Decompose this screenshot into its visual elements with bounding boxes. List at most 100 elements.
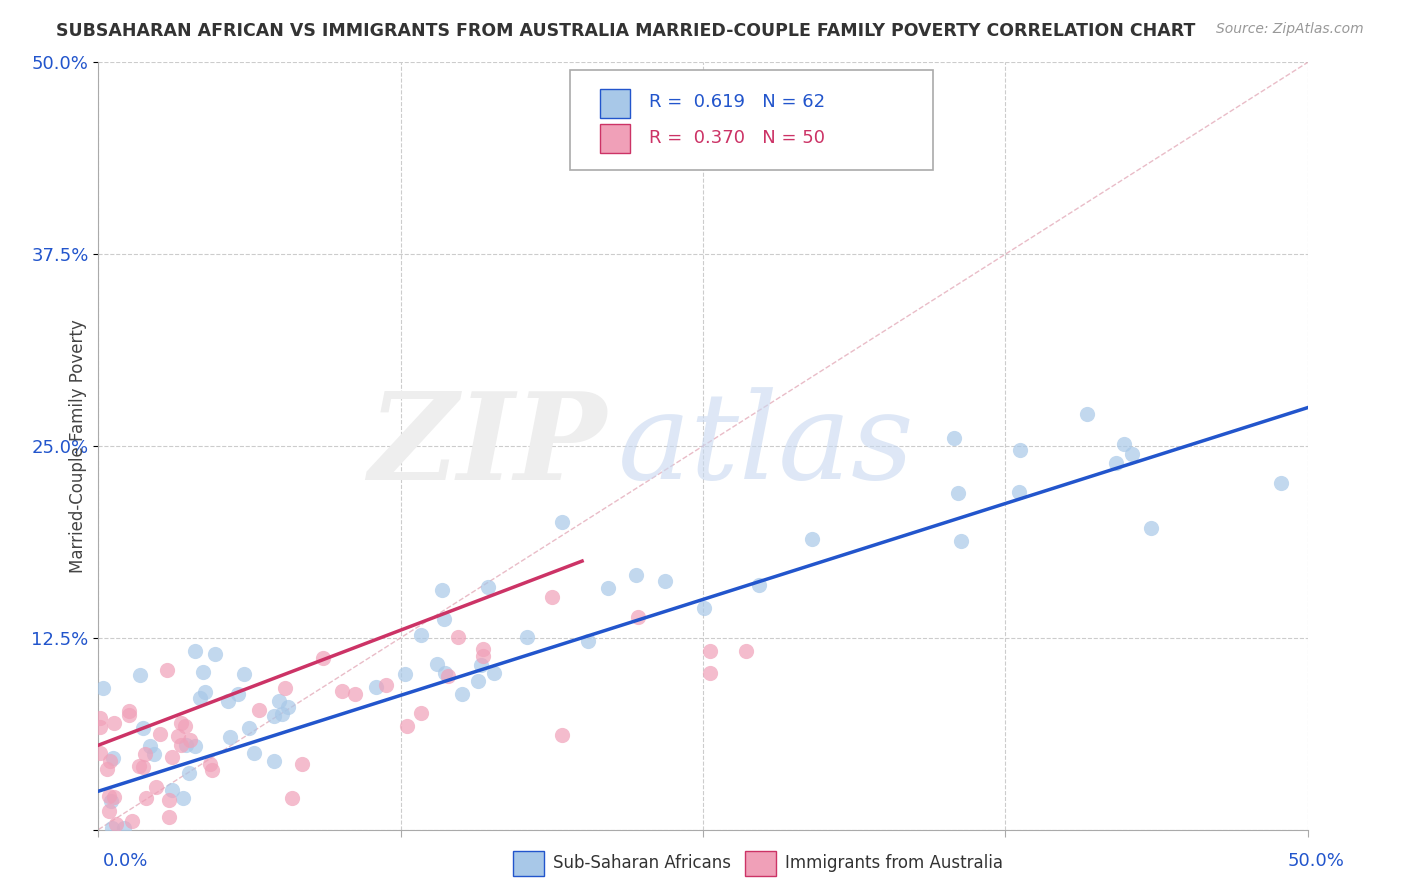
Y-axis label: Married-Couple Family Poverty: Married-Couple Family Poverty bbox=[69, 319, 87, 573]
Point bbox=[654, 574, 676, 588]
Point bbox=[516, 630, 538, 644]
Point bbox=[97, 805, 120, 819]
Point bbox=[143, 747, 166, 761]
Point bbox=[281, 791, 304, 805]
Point bbox=[948, 486, 970, 500]
Point bbox=[172, 791, 194, 805]
Point bbox=[472, 649, 495, 664]
Point bbox=[1112, 436, 1135, 450]
Point bbox=[243, 747, 266, 761]
Point bbox=[228, 687, 250, 701]
Point bbox=[801, 532, 824, 546]
Point bbox=[217, 693, 239, 707]
Point bbox=[128, 758, 150, 772]
Point bbox=[135, 791, 157, 805]
Point bbox=[247, 703, 270, 717]
Point bbox=[96, 762, 118, 776]
Point bbox=[263, 708, 285, 723]
FancyBboxPatch shape bbox=[569, 70, 932, 169]
Point bbox=[103, 751, 125, 765]
Point bbox=[121, 814, 143, 829]
Point bbox=[98, 754, 121, 768]
Point bbox=[409, 706, 432, 721]
Point bbox=[596, 582, 619, 596]
Point bbox=[201, 764, 224, 778]
Point bbox=[942, 431, 965, 445]
Point bbox=[482, 665, 505, 680]
Text: SUBSAHARAN AFRICAN VS IMMIGRANTS FROM AUSTRALIA MARRIED-COUPLE FAMILY POVERTY CO: SUBSAHARAN AFRICAN VS IMMIGRANTS FROM AU… bbox=[56, 22, 1195, 40]
Point bbox=[364, 681, 387, 695]
Point bbox=[101, 821, 124, 835]
Point bbox=[218, 730, 240, 744]
Point bbox=[477, 581, 499, 595]
Text: ZIP: ZIP bbox=[368, 387, 606, 505]
Point bbox=[238, 721, 260, 735]
Point bbox=[1121, 447, 1143, 461]
Text: R =  0.619   N = 62: R = 0.619 N = 62 bbox=[648, 94, 825, 112]
Point bbox=[179, 732, 201, 747]
Text: Source: ZipAtlas.com: Source: ZipAtlas.com bbox=[1216, 22, 1364, 37]
Point bbox=[446, 630, 468, 644]
Point bbox=[89, 711, 111, 725]
Point bbox=[394, 666, 416, 681]
Point bbox=[184, 739, 207, 753]
Point bbox=[112, 821, 135, 835]
Point bbox=[139, 739, 162, 753]
Point bbox=[118, 708, 141, 723]
Point bbox=[157, 810, 180, 824]
Point bbox=[627, 609, 650, 624]
Point bbox=[118, 704, 141, 718]
Point bbox=[274, 681, 297, 695]
Point bbox=[626, 568, 648, 582]
Point bbox=[98, 789, 121, 804]
Point bbox=[1105, 457, 1128, 471]
Point bbox=[1076, 408, 1098, 422]
Point bbox=[232, 667, 254, 681]
Point bbox=[128, 668, 150, 682]
Text: Sub-Saharan Africans: Sub-Saharan Africans bbox=[553, 855, 731, 872]
Point bbox=[748, 578, 770, 592]
Point bbox=[89, 720, 111, 734]
Point bbox=[188, 690, 211, 705]
Point bbox=[132, 760, 155, 774]
Text: R =  0.370   N = 50: R = 0.370 N = 50 bbox=[648, 128, 824, 146]
Point bbox=[576, 634, 599, 648]
Text: atlas: atlas bbox=[619, 387, 915, 505]
Point bbox=[263, 754, 285, 768]
Point bbox=[409, 628, 432, 642]
Point bbox=[470, 657, 492, 672]
Point bbox=[104, 816, 127, 830]
Point bbox=[450, 687, 472, 701]
Point bbox=[160, 750, 183, 764]
Point bbox=[157, 793, 180, 807]
Point bbox=[271, 707, 294, 722]
Point bbox=[312, 651, 335, 665]
Point bbox=[436, 669, 458, 683]
Point bbox=[132, 721, 155, 735]
Point bbox=[277, 700, 299, 714]
Point bbox=[551, 516, 574, 530]
Point bbox=[693, 601, 716, 615]
Point bbox=[330, 684, 353, 698]
Point bbox=[344, 687, 367, 701]
Point bbox=[426, 657, 449, 671]
Point bbox=[699, 666, 721, 681]
Point bbox=[433, 665, 456, 680]
Point bbox=[174, 738, 197, 752]
Point bbox=[375, 677, 398, 691]
Point bbox=[174, 719, 197, 733]
Point bbox=[433, 612, 456, 626]
Point bbox=[541, 590, 564, 604]
Point bbox=[145, 780, 167, 794]
Point bbox=[291, 757, 314, 772]
Point bbox=[472, 642, 495, 657]
Point bbox=[89, 746, 111, 760]
Point bbox=[156, 663, 179, 677]
Point bbox=[1140, 521, 1163, 535]
Point bbox=[91, 681, 114, 696]
Point bbox=[204, 648, 226, 662]
Point bbox=[170, 716, 193, 731]
Point bbox=[134, 747, 156, 762]
Point bbox=[1008, 443, 1031, 458]
Point bbox=[160, 783, 183, 797]
